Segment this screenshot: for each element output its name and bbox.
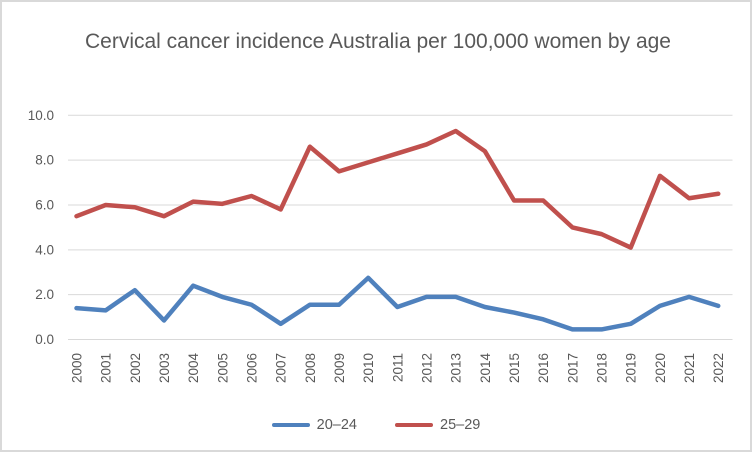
y-axis-tick-label: 4.0 xyxy=(35,242,54,257)
x-axis-tick-label: 2020 xyxy=(653,353,668,383)
x-axis-tick-label: 2004 xyxy=(186,353,201,384)
x-axis-tick-label: 2013 xyxy=(449,353,464,383)
series-line-20–24 xyxy=(74,275,721,332)
y-axis-tick-label: 0.0 xyxy=(35,332,54,347)
legend-swatch-25-29-line xyxy=(395,422,433,428)
legend-item-25-29: 25–29 xyxy=(395,417,480,433)
x-axis-tick-label: 2018 xyxy=(595,353,610,383)
x-axis-tick-label: 2012 xyxy=(420,353,435,383)
x-axis-tick-label: 2007 xyxy=(274,353,289,383)
x-axis-tick-label: 2008 xyxy=(303,353,318,383)
x-axis-tick-label: 2001 xyxy=(99,353,114,383)
y-axis-tick-label: 10.0 xyxy=(28,108,54,123)
legend: 20–24 25–29 xyxy=(2,417,750,433)
x-axis-tick-label: 2014 xyxy=(478,353,493,384)
legend-swatch-20-24-line xyxy=(271,422,310,428)
y-axis-tick-label: 6.0 xyxy=(35,197,54,212)
x-axis-tick-label: 2022 xyxy=(711,353,726,383)
x-axis-tick-label: 2021 xyxy=(682,353,697,383)
x-axis-tick-label: 2002 xyxy=(128,353,143,383)
series-line-25–29 xyxy=(74,128,721,250)
x-axis-tick-label: 2000 xyxy=(70,353,85,383)
x-axis-tick-label: 2005 xyxy=(215,353,230,383)
y-axis-tick-label: 2.0 xyxy=(35,287,54,302)
legend-label-25-29: 25–29 xyxy=(440,417,481,433)
legend-label-20-24: 20–24 xyxy=(316,417,357,433)
x-axis-tick-label: 2017 xyxy=(565,353,580,383)
x-axis-tick-label: 2003 xyxy=(157,353,172,383)
x-axis-tick-label: 2019 xyxy=(624,353,639,383)
x-axis-tick-label: 2015 xyxy=(507,353,522,383)
y-axis-tick-label: 8.0 xyxy=(35,153,54,168)
chart-title: Cervical cancer incidence Australia per … xyxy=(84,30,671,53)
x-axis-tick-label: 2010 xyxy=(361,353,376,383)
x-axis-tick-label: 2006 xyxy=(245,353,260,383)
x-axis-tick-label: 2016 xyxy=(536,353,551,383)
legend-item-20-24: 20–24 xyxy=(271,417,357,433)
x-axis-tick-label: 2009 xyxy=(332,353,347,383)
x-axis-tick-label: 2011 xyxy=(390,353,405,382)
